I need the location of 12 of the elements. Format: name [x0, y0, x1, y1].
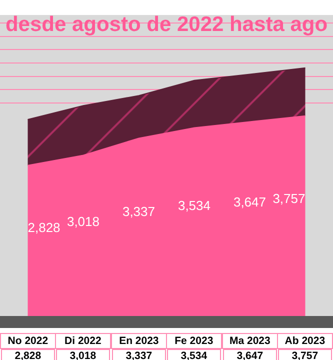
text: 3,337: [122, 204, 156, 220]
text: 3,757: [272, 191, 306, 206]
text: 3,018: [66, 214, 100, 229]
x-tick-label: En 2023: [119, 335, 159, 347]
x-tick-label: Fe 2023: [174, 335, 214, 347]
text: 3,534: [178, 198, 211, 214]
x-tick-label: Ma 2023: [229, 335, 271, 347]
x-tick-label: No 2022: [8, 335, 48, 347]
x-tick-label: Ab 2023: [284, 335, 326, 347]
text: 2,828: [28, 220, 60, 235]
x-tick-label: Di 2022: [64, 335, 102, 347]
text: 3,647: [233, 194, 266, 210]
